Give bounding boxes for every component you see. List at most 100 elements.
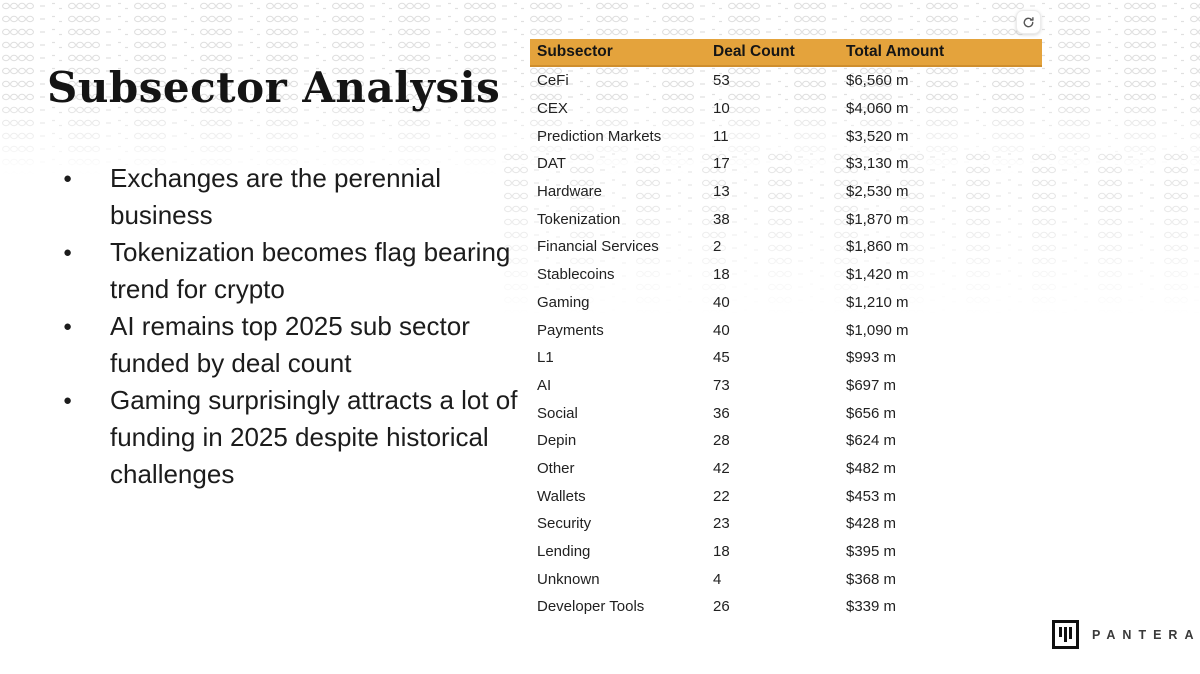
table-row: Payments 40 $1,090 m: [530, 316, 1042, 344]
cell-subsector: Prediction Markets: [537, 127, 662, 145]
cell-deal-count: 36: [713, 404, 730, 422]
list-item: ● AI remains top 2025 sub sector funded …: [63, 308, 533, 382]
cell-subsector: CEX: [537, 100, 568, 118]
table-row: AI 73 $697 m: [530, 372, 1042, 400]
bullet-text: Gaming surprisingly attracts a lot of fu…: [110, 385, 518, 489]
table-row: Gaming 40 $1,210 m: [530, 289, 1042, 317]
cell-total-amount: $3,520 m: [846, 127, 909, 145]
bullet-icon: ●: [63, 392, 73, 409]
bullet-list: ● Exchanges are the perennial business ●…: [63, 160, 533, 493]
refresh-button[interactable]: [1016, 10, 1041, 34]
cell-deal-count: 45: [713, 349, 730, 367]
cell-deal-count: 22: [713, 487, 730, 505]
table-row: Financial Services 2 $1,860 m: [530, 233, 1042, 261]
bullet-text: Tokenization becomes flag bearing trend …: [110, 237, 511, 304]
cell-subsector: Wallets: [537, 487, 586, 505]
cell-deal-count: 23: [713, 515, 730, 533]
cell-subsector: L1: [537, 349, 554, 367]
cell-total-amount: $1,870 m: [846, 210, 909, 228]
table-row: Depin 28 $624 m: [530, 427, 1042, 455]
table-row: Prediction Markets 11 $3,520 m: [530, 122, 1042, 150]
cell-total-amount: $482 m: [846, 459, 897, 477]
table-row: Stablecoins 18 $1,420 m: [530, 261, 1042, 289]
cell-deal-count: 17: [713, 155, 730, 173]
cell-deal-count: 18: [713, 543, 730, 561]
cell-total-amount: $339 m: [846, 598, 897, 616]
cell-total-amount: $395 m: [846, 543, 897, 561]
table-row: Tokenization 38 $1,870 m: [530, 205, 1042, 233]
cell-deal-count: 11: [713, 127, 729, 145]
bullet-icon: ●: [63, 244, 73, 261]
table-row: DAT 17 $3,130 m: [530, 150, 1042, 178]
cell-deal-count: 13: [713, 183, 730, 201]
cell-deal-count: 38: [713, 210, 730, 228]
cell-subsector: DAT: [537, 155, 566, 173]
cell-total-amount: $993 m: [846, 349, 897, 367]
table-row: Other 42 $482 m: [530, 455, 1042, 483]
cell-total-amount: $656 m: [846, 404, 897, 422]
cell-deal-count: 2: [713, 238, 722, 256]
cell-total-amount: $1,420 m: [846, 266, 909, 284]
table-row: Wallets 22 $453 m: [530, 482, 1042, 510]
table-row: Unknown 4 $368 m: [530, 565, 1042, 593]
column-header-total-amount: Total Amount: [846, 43, 945, 60]
cell-deal-count: 26: [713, 598, 730, 616]
cell-total-amount: $2,530 m: [846, 183, 909, 201]
pantera-wordmark: PANTERA: [1092, 627, 1200, 642]
cell-subsector: CeFi: [537, 72, 569, 90]
cell-subsector: Hardware: [537, 183, 603, 201]
cell-subsector: Payments: [537, 321, 604, 339]
cell-subsector: AI: [537, 376, 552, 394]
list-item: ● Exchanges are the perennial business: [63, 160, 533, 234]
cell-subsector: Security: [537, 515, 592, 533]
cell-total-amount: $453 m: [846, 487, 897, 505]
cell-deal-count: 53: [713, 72, 730, 90]
cell-total-amount: $3,130 m: [846, 155, 909, 173]
cell-subsector: Depin: [537, 432, 577, 450]
table-row: Hardware 13 $2,530 m: [530, 178, 1042, 206]
cell-deal-count: 40: [713, 293, 730, 311]
pantera-logo-icon: [1052, 620, 1079, 649]
table-row: Social 36 $656 m: [530, 399, 1042, 427]
cell-subsector: Social: [537, 404, 578, 422]
cell-subsector: Developer Tools: [537, 598, 645, 616]
table-row: Security 23 $428 m: [530, 510, 1042, 538]
table-body: CeFi 53 $6,560 m CEX 10 $4,060 m Predict…: [530, 67, 1042, 621]
cell-total-amount: $6,560 m: [846, 72, 909, 90]
cell-deal-count: 28: [713, 432, 730, 450]
cell-subsector: Tokenization: [537, 210, 621, 228]
cell-total-amount: $4,060 m: [846, 100, 909, 118]
bullet-text: Exchanges are the perennial business: [110, 163, 442, 230]
cell-total-amount: $1,210 m: [846, 293, 909, 311]
cell-total-amount: $624 m: [846, 432, 897, 450]
table-row: CeFi 53 $6,560 m: [530, 67, 1042, 95]
table-row: Developer Tools 26 $339 m: [530, 593, 1042, 621]
table-row: Lending 18 $395 m: [530, 538, 1042, 566]
table-header: Subsector Deal Count Total Amount: [530, 39, 1042, 67]
cell-subsector: Lending: [537, 543, 591, 561]
cell-total-amount: $697 m: [846, 376, 897, 394]
cell-deal-count: 10: [713, 100, 730, 118]
cell-deal-count: 73: [713, 376, 730, 394]
cell-deal-count: 40: [713, 321, 730, 339]
cell-total-amount: $1,860 m: [846, 238, 909, 256]
bullet-icon: ●: [63, 318, 73, 335]
cell-deal-count: 42: [713, 459, 730, 477]
table-row: L1 45 $993 m: [530, 344, 1042, 372]
cell-subsector: Other: [537, 459, 575, 477]
subsector-table: Subsector Deal Count Total Amount CeFi 5…: [530, 39, 1042, 621]
cell-total-amount: $1,090 m: [846, 321, 909, 339]
pantera-logo: PANTERA: [1052, 620, 1200, 649]
column-header-deal-count: Deal Count: [713, 43, 795, 60]
cell-subsector: Gaming: [537, 293, 590, 311]
cell-subsector: Unknown: [537, 570, 600, 588]
list-item: ● Gaming surprisingly attracts a lot of …: [63, 382, 533, 493]
column-header-subsector: Subsector: [537, 43, 613, 60]
cell-total-amount: $428 m: [846, 515, 897, 533]
cell-deal-count: 4: [713, 570, 722, 588]
page-title: Subsector Analysis: [47, 63, 501, 112]
cell-total-amount: $368 m: [846, 570, 897, 588]
bullet-icon: ●: [63, 170, 73, 187]
table-row: CEX 10 $4,060 m: [530, 95, 1042, 123]
bullet-text: AI remains top 2025 sub sector funded by…: [110, 311, 470, 378]
